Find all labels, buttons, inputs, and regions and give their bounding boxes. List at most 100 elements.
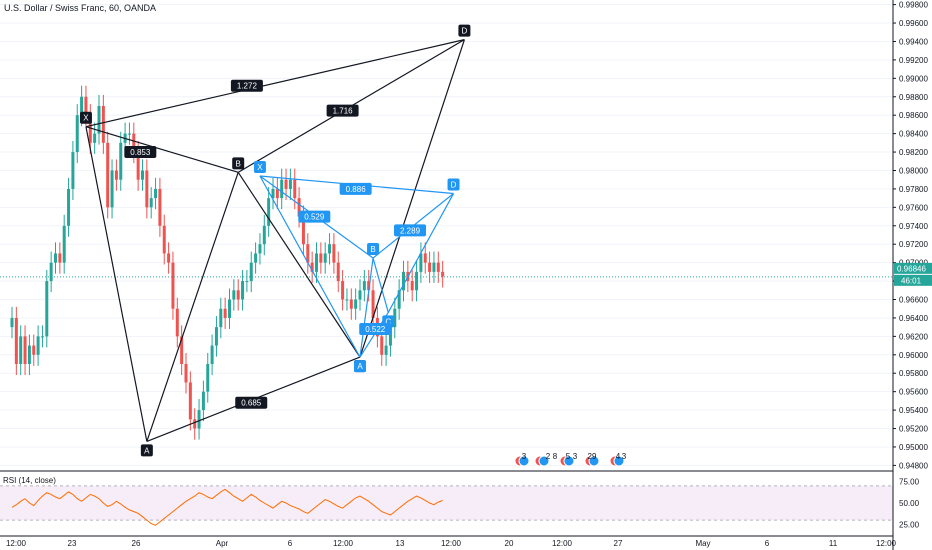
y-tick-label: 0.98800 (899, 93, 928, 102)
harmonic-blue[interactable]: X A B C D 0.886 0.529 2.289 0.522 (253, 161, 460, 373)
ratio-badge[interactable] (230, 79, 263, 92)
x-tick-label: 12:00 (6, 539, 27, 548)
candle-body (371, 290, 375, 318)
ratio-label[interactable]: 0.886 (346, 185, 367, 194)
event-badge[interactable] (514, 455, 530, 467)
candle-body (45, 281, 49, 337)
chart-title: U.S. Dollar / Swiss Franc, 60, OANDA (4, 3, 156, 13)
rsi-tick-label: 50.00 (899, 499, 920, 508)
ratio-label[interactable]: 0.853 (130, 148, 151, 157)
candle-body (175, 308, 179, 337)
ratio-badge[interactable] (235, 396, 268, 409)
pattern-point-label[interactable]: D (462, 27, 468, 36)
x-tick-label: 13 (396, 539, 405, 548)
event-badge[interactable] (584, 455, 600, 467)
candle-body (14, 317, 18, 365)
candle-body (158, 188, 162, 226)
event-count: 5 (566, 452, 571, 461)
candle-body (219, 308, 223, 328)
ratio-label[interactable]: 0.522 (365, 325, 386, 334)
candle-body (67, 188, 71, 226)
ratio-label[interactable]: 1.716 (333, 107, 354, 116)
harmonic-black[interactable]: X A B C D 0.853 1.272 1.716 0.685 (79, 24, 471, 457)
economic-events[interactable]: 3 2 8 5 3 29 4 3 (514, 452, 627, 467)
pattern-point-badge[interactable] (354, 360, 366, 373)
candle-body (149, 198, 153, 208)
pattern-point-badge[interactable] (140, 444, 153, 457)
ratio-badge[interactable] (124, 146, 157, 159)
event-badge[interactable] (609, 455, 625, 467)
candle-body (171, 262, 175, 309)
candle-body (80, 96, 84, 116)
pattern-point-badge[interactable] (447, 178, 460, 191)
event-count: 3 (622, 452, 627, 461)
candle-body (328, 244, 332, 254)
ratio-badge[interactable] (394, 224, 427, 237)
candle-body (288, 179, 292, 189)
pattern-point-label[interactable]: X (83, 114, 89, 123)
flag-icon (588, 455, 600, 467)
ratio-badge[interactable] (298, 210, 331, 223)
candle-body (36, 336, 40, 355)
candle-body (114, 170, 118, 180)
x-tick-label: 6 (765, 539, 770, 548)
pattern-point-label[interactable]: A (144, 446, 150, 455)
pattern-point-badge[interactable] (79, 111, 92, 124)
ratio-badge[interactable] (359, 323, 392, 335)
ratio-label[interactable]: 0.529 (304, 213, 325, 222)
pattern-point-badge[interactable] (367, 243, 380, 256)
candle-body (180, 336, 184, 365)
flag-icon (538, 455, 550, 467)
candle-body (267, 198, 271, 226)
event-count: 8 (553, 452, 558, 461)
pattern-point-label[interactable]: C (385, 317, 391, 326)
candle-body (228, 299, 231, 318)
event-badge[interactable] (559, 455, 575, 467)
ratio-label[interactable]: 1.272 (237, 82, 258, 91)
candle-body (167, 253, 171, 263)
candle-body (306, 244, 310, 263)
y-tick-label: 0.95200 (899, 425, 928, 434)
candle-body (241, 281, 245, 300)
y-tick-label: 0.99400 (899, 37, 928, 46)
candle-body (197, 410, 201, 429)
candle-body (71, 152, 75, 189)
pattern-point-label[interactable]: X (257, 163, 263, 172)
y-tick-label: 0.98400 (899, 130, 928, 139)
pattern-point-badge[interactable] (458, 24, 471, 37)
pattern-point-label[interactable]: A (357, 362, 363, 371)
pattern-point-label[interactable]: D (451, 181, 457, 190)
candle-body (280, 179, 284, 199)
event-badge[interactable] (534, 455, 550, 467)
candle-body (423, 253, 427, 263)
ratio-badge[interactable] (326, 104, 359, 117)
candle-body (193, 419, 197, 429)
pattern-leg (259, 175, 361, 358)
candle-body (49, 262, 53, 282)
candle-body (323, 253, 327, 263)
pattern-leg (85, 126, 148, 442)
pattern-point-label[interactable]: B (370, 245, 375, 254)
candle-body (223, 308, 227, 318)
y-tick-label: 0.99800 (899, 1, 928, 10)
pattern-point-badge[interactable] (253, 161, 266, 174)
candle-body (27, 345, 31, 365)
pattern-leg (387, 193, 455, 313)
pattern-leg (237, 172, 361, 358)
candle-body (184, 364, 188, 383)
candle-body (93, 133, 97, 143)
candle-body (201, 391, 205, 411)
ratio-badge[interactable] (339, 182, 372, 195)
candle-body (236, 290, 240, 300)
pattern-point-label[interactable]: B (236, 159, 241, 168)
ratio-label[interactable]: 2.289 (400, 226, 421, 235)
candle-body (410, 281, 414, 291)
harmonic-patterns[interactable]: XABCD0.8531.2721.7160.685XABCD0.8860.529… (79, 24, 471, 457)
ratio-label[interactable]: 0.685 (241, 399, 262, 408)
flag-icon (613, 455, 625, 467)
candle-body (393, 308, 397, 328)
y-tick-label: 0.98200 (899, 148, 928, 157)
pattern-point-badge[interactable] (232, 157, 245, 170)
candle-body (154, 188, 158, 199)
